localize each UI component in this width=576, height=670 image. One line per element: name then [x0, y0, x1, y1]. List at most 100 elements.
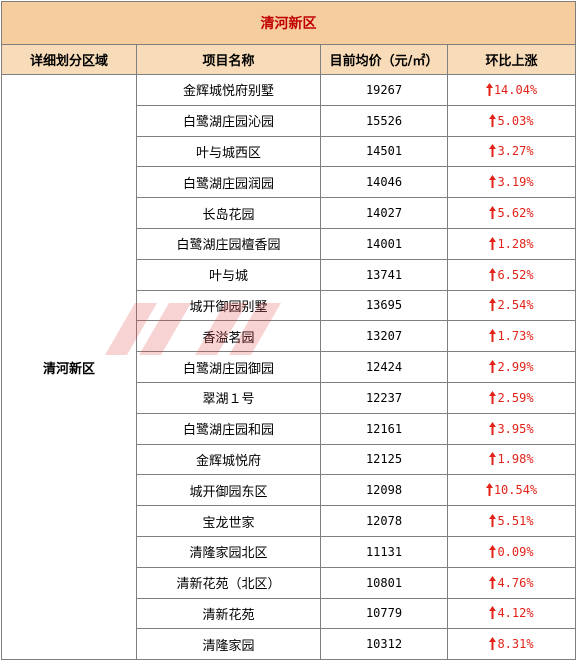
change-cell: 3.27% [447, 135, 576, 168]
table-row: 叶与城 13741 6.52% [2, 258, 576, 291]
price-cell: 19267 [320, 74, 448, 106]
change-value: 1.73% [497, 329, 534, 344]
price-cell: 10312 [320, 628, 448, 661]
table-row: 城开御园别墅 13695 2.54% [2, 289, 576, 322]
project-name-cell: 清新花苑 [136, 597, 321, 630]
district-cell: 清河新区 [1, 73, 137, 661]
table-row: 清新花苑（北区） 10801 4.76% [2, 566, 576, 599]
price-cell: 13207 [320, 320, 448, 353]
price-cell: 10801 [320, 566, 448, 599]
price-cell: 13741 [320, 258, 448, 291]
up-arrow-icon [489, 206, 497, 220]
price-cell: 11131 [320, 535, 448, 568]
up-arrow-icon [489, 113, 497, 127]
header-average-price: 目前均价（元/㎡） [320, 44, 448, 75]
header-project-name: 项目名称 [136, 44, 321, 75]
change-value: 2.54% [497, 298, 534, 313]
header-row: 详细划分区域 项目名称 目前均价（元/㎡） 环比上涨 [1, 44, 576, 75]
table-row: 白鹭湖庄园沁园 15526 5.03% [2, 104, 576, 137]
project-name-cell: 叶与城 [136, 258, 321, 291]
project-name-cell: 白鹭湖庄园沁园 [136, 104, 321, 137]
up-arrow-icon [489, 236, 497, 250]
table-row: 金辉城悦府 12125 1.98% [2, 443, 576, 476]
up-arrow-icon [489, 452, 497, 466]
change-cell: 5.51% [447, 505, 576, 537]
price-cell: 12424 [320, 351, 448, 383]
change-cell: 10.54% [447, 474, 576, 507]
price-cell: 10779 [320, 597, 448, 630]
table-row: 香溢茗园 13207 1.73% [2, 320, 576, 353]
change-cell: 14.04% [447, 74, 576, 106]
table-title: 清河新区 [1, 1, 576, 45]
change-value: 4.12% [497, 606, 534, 621]
up-arrow-icon [489, 329, 497, 343]
change-value: 0.09% [497, 544, 534, 559]
price-cell: 12237 [320, 381, 448, 414]
price-cell: 12098 [320, 474, 448, 507]
project-name-cell: 白鹭湖庄园御园 [136, 351, 321, 383]
table-row: 长岛花园 14027 5.62% [2, 197, 576, 229]
up-arrow-icon [489, 544, 497, 558]
change-cell: 2.59% [447, 381, 576, 414]
price-cell: 12125 [320, 443, 448, 476]
up-arrow-icon [485, 483, 493, 497]
change-cell: 1.73% [447, 320, 576, 353]
change-cell: 3.95% [447, 412, 576, 445]
price-cell: 12078 [320, 505, 448, 537]
project-name-cell: 城开御园别墅 [136, 289, 321, 322]
change-cell: 5.03% [447, 104, 576, 137]
change-cell: 4.12% [447, 597, 576, 630]
project-name-cell: 白鹭湖庄园润园 [136, 166, 321, 199]
change-value: 10.54% [493, 483, 538, 498]
up-arrow-icon [489, 575, 497, 589]
price-cell: 14001 [320, 227, 448, 260]
header-district: 详细划分区域 [1, 44, 137, 75]
project-name-cell: 白鹭湖庄园檀香园 [136, 227, 321, 260]
table-row: 叶与城西区 14501 3.27% [2, 135, 576, 168]
change-cell: 1.28% [447, 227, 576, 260]
price-cell: 14027 [320, 197, 448, 229]
project-name-cell: 香溢茗园 [136, 320, 321, 353]
change-value: 5.03% [497, 113, 534, 128]
change-cell: 0.09% [447, 535, 576, 568]
project-name-cell: 金辉城悦府别墅 [136, 74, 321, 106]
change-value: 3.27% [497, 144, 534, 159]
change-value: 2.99% [497, 360, 534, 375]
up-arrow-icon [489, 421, 497, 435]
change-value: 6.52% [497, 267, 534, 282]
up-arrow-icon [489, 267, 497, 281]
change-value: 3.19% [497, 175, 534, 190]
title-row: 清河新区 [1, 1, 576, 45]
change-value: 8.31% [497, 637, 534, 652]
change-cell: 6.52% [447, 258, 576, 291]
change-cell: 1.98% [447, 443, 576, 476]
change-value: 2.59% [497, 390, 534, 405]
up-arrow-icon [485, 82, 493, 96]
change-cell: 2.99% [447, 351, 576, 383]
up-arrow-icon [489, 144, 497, 158]
change-cell: 3.19% [447, 166, 576, 199]
header-change: 环比上涨 [447, 44, 576, 75]
project-name-cell: 清隆家园北区 [136, 535, 321, 568]
change-cell: 2.54% [447, 289, 576, 322]
price-cell: 14046 [320, 166, 448, 199]
change-value: 1.98% [497, 452, 534, 467]
change-value: 1.28% [497, 236, 534, 251]
table-row: 白鹭湖庄园和园 12161 3.95% [2, 412, 576, 445]
change-value: 3.95% [497, 421, 534, 436]
change-value: 5.51% [497, 514, 534, 529]
table-row: 城开御园东区 12098 10.54% [2, 474, 576, 507]
up-arrow-icon [489, 390, 497, 404]
change-value: 4.76% [497, 575, 534, 590]
project-name-cell: 叶与城西区 [136, 135, 321, 168]
project-name-cell: 翠湖１号 [136, 381, 321, 414]
price-cell: 14501 [320, 135, 448, 168]
up-arrow-icon [489, 606, 497, 620]
price-cell: 15526 [320, 104, 448, 137]
project-name-cell: 宝龙世家 [136, 505, 321, 537]
price-cell: 12161 [320, 412, 448, 445]
table-row: 清河新区 金辉城悦府别墅 19267 14.04% [1, 73, 576, 661]
change-value: 14.04% [493, 82, 538, 97]
